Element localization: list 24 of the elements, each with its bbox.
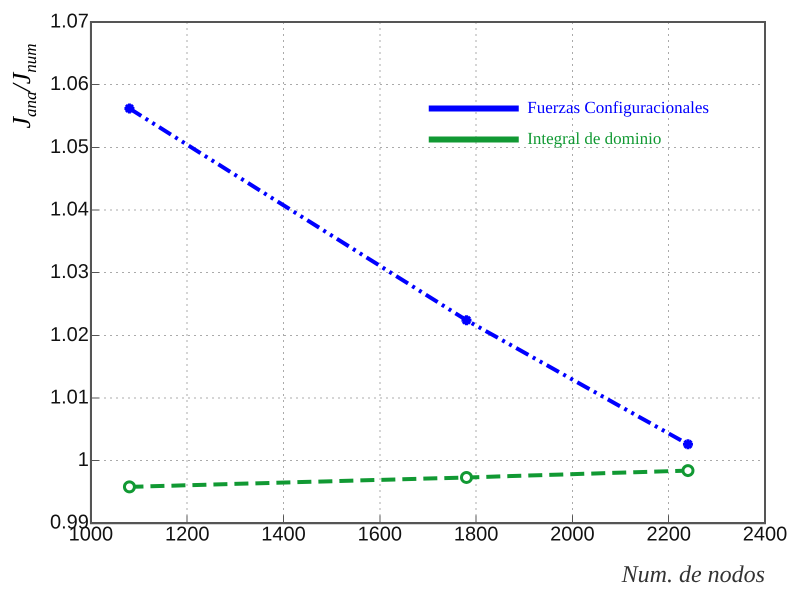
- point: [681, 464, 694, 478]
- x-tick-label: 2200: [646, 524, 691, 546]
- y-tick-label: 1.01: [50, 386, 89, 408]
- point: [681, 438, 694, 451]
- x-tick-label: 1400: [261, 524, 306, 546]
- point: [460, 470, 473, 484]
- y-tick-label: 1.05: [50, 136, 89, 158]
- point: [122, 102, 136, 115]
- y-tick-label: 1.06: [50, 73, 89, 96]
- x-tick-label: 2000: [550, 524, 595, 546]
- x-tick-label: 2400: [742, 524, 788, 546]
- y-tick-label: 1.04: [50, 198, 89, 220]
- x-tick-label: 1800: [454, 524, 498, 546]
- point: [122, 480, 136, 494]
- x-tick-label: 1200: [164, 524, 210, 546]
- x-axis-title: Num. de nodos: [620, 562, 765, 588]
- x-tick-label: 1600: [358, 524, 402, 546]
- y-tick-label: 1: [78, 449, 89, 472]
- y-tick-label: 1.03: [50, 261, 89, 284]
- text: Fuerzas Configuracionales: [527, 98, 710, 117]
- y-tick-label: 1.02: [50, 324, 89, 346]
- point: [460, 314, 473, 327]
- text: Integral de dominio: [527, 128, 662, 148]
- y-tick-label: 1.07: [50, 10, 89, 33]
